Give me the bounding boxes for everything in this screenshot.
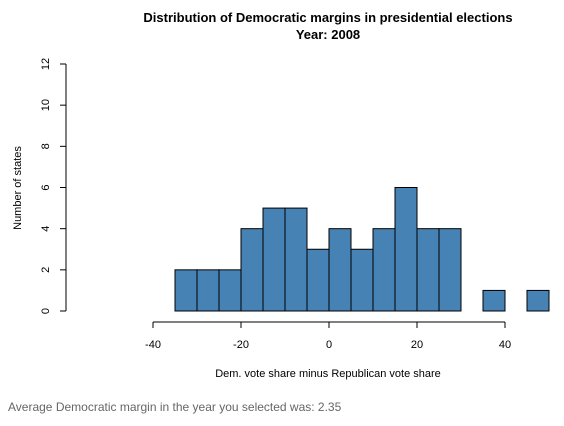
x-tick-label: -40 bbox=[145, 339, 161, 351]
y-axis: 0 2 4 6 8 10 12 bbox=[40, 58, 67, 314]
histogram-bar bbox=[350, 248, 374, 312]
x-tick-label: 20 bbox=[411, 339, 423, 351]
histogram-bar bbox=[372, 228, 396, 312]
histogram-bar bbox=[394, 187, 418, 312]
histogram-bar bbox=[306, 248, 330, 312]
bars-group bbox=[174, 187, 550, 312]
histogram-bar bbox=[218, 269, 242, 312]
histogram-bar bbox=[240, 228, 264, 312]
histogram-bar bbox=[482, 289, 506, 312]
chart-subtitle: Year: 2008 bbox=[296, 27, 360, 42]
histogram-bar bbox=[416, 228, 440, 312]
histogram-bar bbox=[196, 269, 220, 312]
average-margin-text: Average Democratic margin in the year yo… bbox=[8, 400, 342, 414]
histogram-bar bbox=[526, 289, 550, 312]
x-tick-label: 40 bbox=[499, 339, 511, 351]
y-tick-label: 2 bbox=[40, 267, 52, 273]
y-tick-label: 0 bbox=[40, 308, 52, 314]
y-tick-label: 6 bbox=[40, 184, 52, 190]
histogram-bar bbox=[438, 228, 462, 312]
x-axis: -40 -20 0 20 40 bbox=[145, 321, 511, 351]
y-axis-label: Number of states bbox=[12, 146, 24, 230]
x-tick-label: -20 bbox=[233, 339, 249, 351]
y-tick-label: 8 bbox=[40, 143, 52, 149]
y-tick-label: 10 bbox=[40, 99, 52, 111]
y-tick-label: 4 bbox=[40, 226, 52, 232]
chart-title: Distribution of Democratic margins in pr… bbox=[143, 10, 512, 25]
histogram-bar bbox=[284, 207, 308, 312]
histogram-bar bbox=[174, 269, 198, 312]
histogram-chart: Distribution of Democratic margins in pr… bbox=[12, 10, 550, 380]
histogram-bar bbox=[328, 228, 352, 312]
y-tick-label: 12 bbox=[40, 58, 52, 70]
histogram-bar bbox=[262, 207, 286, 312]
x-axis-label: Dem. vote share minus Republican vote sh… bbox=[215, 368, 441, 380]
x-tick-label: 0 bbox=[326, 339, 332, 351]
